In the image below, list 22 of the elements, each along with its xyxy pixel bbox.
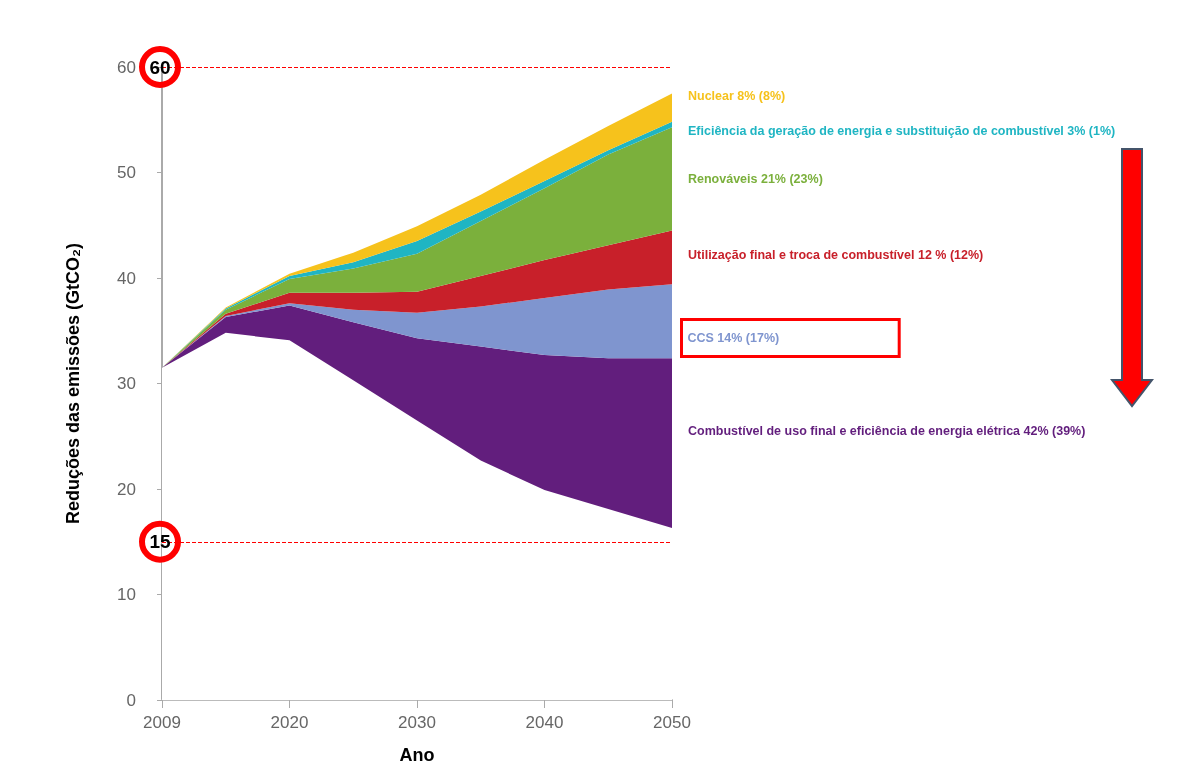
y-axis-title: Reduções das emissões (GtCO₂) xyxy=(63,242,83,525)
series-label: Renováveis 21% (23%) xyxy=(688,171,823,186)
y-tick-label: 30 xyxy=(117,374,136,393)
series-label: Nuclear 8% (8%) xyxy=(688,88,786,103)
y-tick-label: 60 xyxy=(117,57,136,77)
x-tick-label: 2009 xyxy=(143,713,181,732)
x-tick-label: 2020 xyxy=(270,713,309,732)
series-label: CCS 14% (17%) xyxy=(687,331,780,345)
series-label: Combustível de uso final e eficiência de energia elétrica 42% (39%) xyxy=(688,423,1086,438)
ref-line-label: 60 xyxy=(149,56,171,78)
x-tick-label: 2030 xyxy=(398,713,436,732)
series-label: Eficiência da geração de energia e substituição de combustível 3% (1%) xyxy=(688,123,1116,138)
x-tick-label: 2050 xyxy=(653,713,691,732)
x-axis-title: Ano xyxy=(399,745,435,765)
y-tick-label: 0 xyxy=(126,690,136,710)
y-tick-label: 10 xyxy=(117,585,136,604)
y-tick-label: 50 xyxy=(117,163,136,182)
series-label: Utilização final e troca de combustível 12 % (12%) xyxy=(688,247,984,262)
x-tick-label: 2040 xyxy=(525,713,564,732)
y-tick-label: 20 xyxy=(117,479,136,499)
ref-line-label: 15 xyxy=(149,531,171,553)
y-tick-label: 40 xyxy=(117,268,136,288)
